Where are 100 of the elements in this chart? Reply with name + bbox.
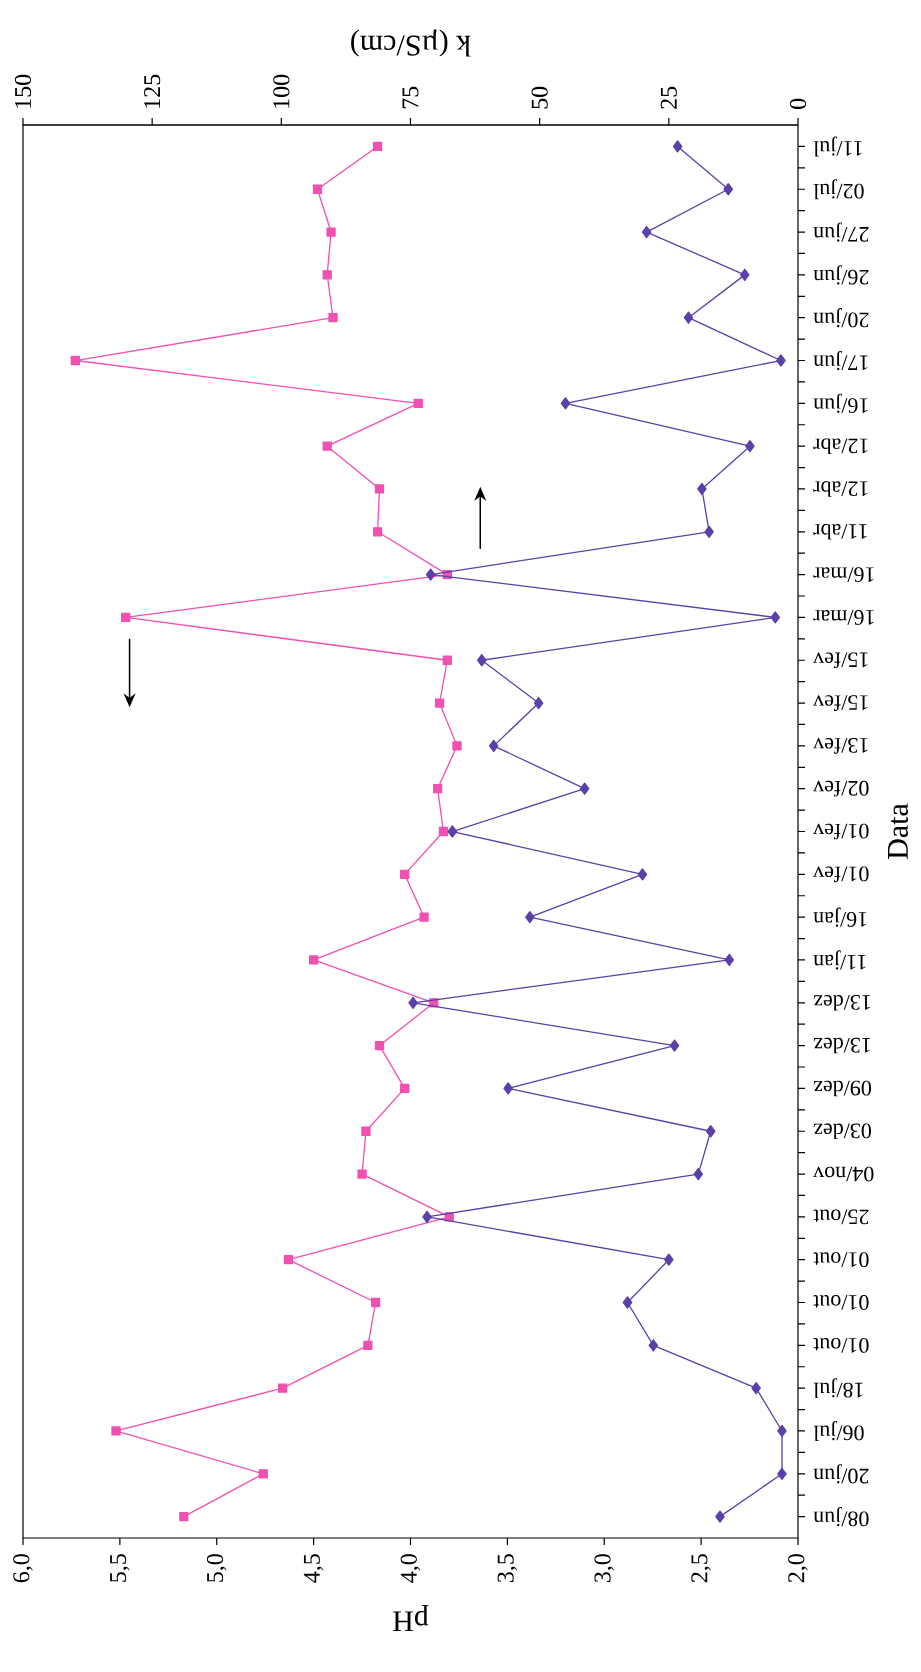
point <box>697 482 707 496</box>
point <box>179 1511 189 1522</box>
y-tick-label: 13/dez <box>813 1037 870 1054</box>
x-tick-label: 4,5 <box>303 1554 324 1583</box>
y-axis-title: Data <box>888 803 908 859</box>
point <box>438 826 449 837</box>
point <box>641 225 652 239</box>
y-tick-label: 25/out <box>813 1209 869 1225</box>
point <box>488 739 499 753</box>
y-tick-label: 16/jun <box>813 393 868 413</box>
x-tick-label: 2,0 <box>788 1554 808 1583</box>
y-tick-label: 11/abr <box>813 524 867 540</box>
point <box>442 655 452 665</box>
y-tick-label: 04/nov <box>813 1166 874 1182</box>
y-tick-label: 01/out <box>813 1252 869 1268</box>
point <box>669 1039 680 1052</box>
point <box>723 183 734 196</box>
x2-tick-label: 100 <box>273 74 290 108</box>
point <box>363 1340 373 1350</box>
point <box>579 782 590 795</box>
y-tick-label: 16/mar <box>813 567 874 582</box>
point <box>777 1467 787 1480</box>
point <box>776 354 786 367</box>
point <box>452 741 462 751</box>
point <box>322 270 332 280</box>
point <box>70 355 80 366</box>
point <box>777 1424 787 1438</box>
x-axis-title: pH <box>393 1605 429 1632</box>
x-tick-label: 4,0 <box>400 1554 421 1583</box>
point <box>328 313 338 323</box>
point <box>322 441 332 451</box>
point <box>622 1296 633 1309</box>
point <box>477 654 487 667</box>
point <box>434 698 445 708</box>
y-tick-label: 08/jun <box>813 1506 869 1527</box>
x-tick-label: 5,5 <box>110 1554 130 1582</box>
point <box>308 955 319 965</box>
point <box>425 568 436 581</box>
x-tick-label: 3,5 <box>497 1554 518 1583</box>
point <box>400 1083 410 1094</box>
point <box>408 996 418 1009</box>
point <box>560 397 571 410</box>
point <box>121 612 131 623</box>
y-tick-label: 11/jan <box>813 950 866 970</box>
y-tick-label: 15/fev <box>813 652 868 669</box>
x2-tick-label: 0 <box>789 98 807 109</box>
point <box>745 440 755 453</box>
y-tick-label: 03/dez <box>813 1123 872 1139</box>
x2-tick-label: 125 <box>144 74 161 108</box>
x2-tick-label: 150 <box>14 74 32 108</box>
point <box>672 140 683 153</box>
point <box>637 868 648 881</box>
point <box>258 1469 268 1479</box>
point <box>372 141 383 152</box>
x2-axis-title: k (µS/cm) <box>351 29 471 57</box>
point <box>361 1126 371 1136</box>
point <box>370 1297 381 1308</box>
x2-tick-label: 75 <box>402 86 419 109</box>
point <box>664 1253 674 1266</box>
y-tick-label: 02/fev <box>813 780 869 797</box>
y-tick-label: 13/fev <box>813 738 868 754</box>
y-tick-label: 01/out <box>813 1295 869 1310</box>
y-tick-label: 15/fev <box>813 695 868 711</box>
y-tick-label: 17/jun <box>813 350 868 371</box>
y-tick-label: 12/abr <box>813 438 868 454</box>
point <box>432 784 443 794</box>
point <box>422 1210 432 1224</box>
point <box>503 1082 513 1095</box>
point <box>277 1383 288 1393</box>
point <box>648 1339 659 1352</box>
point <box>683 311 694 324</box>
point <box>413 398 423 408</box>
x2-tick-label: 50 <box>531 86 548 109</box>
point <box>111 1426 121 1436</box>
point <box>447 825 458 838</box>
point <box>533 696 544 710</box>
y-tick-label: 01/fev <box>813 866 869 883</box>
x-tick-label: 5,0 <box>206 1554 227 1582</box>
y-tick-label: 09/dez <box>813 1080 872 1097</box>
x2-tick-label: 25 <box>660 86 677 109</box>
point <box>400 869 410 879</box>
point <box>715 1510 725 1523</box>
x-tick-label: 6,0 <box>13 1554 33 1583</box>
point <box>705 1125 716 1138</box>
y-tick-label: 01/fev <box>813 823 869 840</box>
point <box>374 484 385 494</box>
y-tick-label: 11/jul <box>813 136 862 157</box>
y-tick-label: 26/jun <box>813 265 869 285</box>
y-tick-label: 20/jun <box>813 308 869 328</box>
y-tick-label: 27/jun <box>813 222 869 242</box>
y-tick-label: 16/jan <box>813 907 867 927</box>
y-tick-label: 06/jul <box>813 1420 864 1441</box>
point <box>372 527 383 537</box>
point <box>751 1382 761 1395</box>
y-tick-label: 02/jul <box>813 179 864 200</box>
point <box>704 525 714 538</box>
point <box>740 268 750 282</box>
y-tick-label: 18/jul <box>813 1378 863 1399</box>
point <box>312 184 323 194</box>
point <box>693 1167 704 1181</box>
